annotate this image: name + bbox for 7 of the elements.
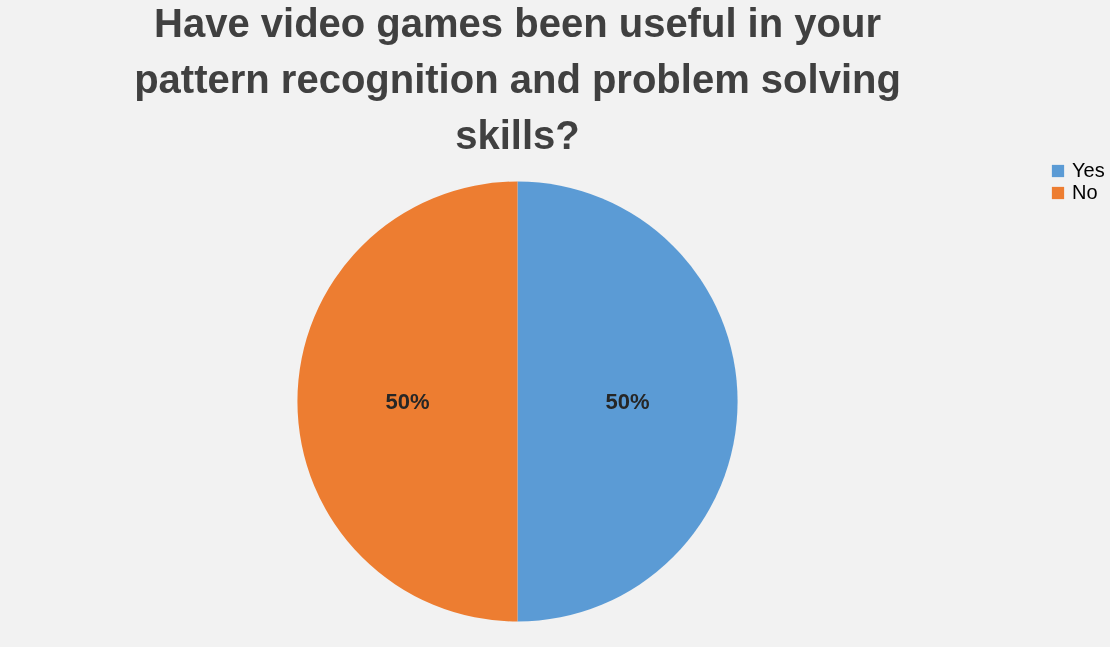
data-label: 50% (605, 388, 650, 414)
chart-title: Have video games been useful in your pattern recognition and problem solving skills? (134, 1, 901, 157)
pie-slice (297, 181, 518, 622)
legend-label: Yes (1072, 159, 1105, 181)
data-label: 50% (385, 388, 430, 414)
pie-slice (517, 181, 738, 622)
legend-label: No (1072, 181, 1098, 203)
